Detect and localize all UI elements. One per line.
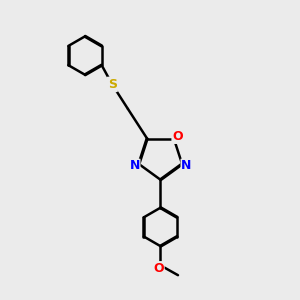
Text: N: N <box>181 159 191 172</box>
Text: N: N <box>130 159 140 172</box>
Text: O: O <box>153 262 164 275</box>
Text: S: S <box>108 78 117 91</box>
Text: O: O <box>172 130 183 143</box>
